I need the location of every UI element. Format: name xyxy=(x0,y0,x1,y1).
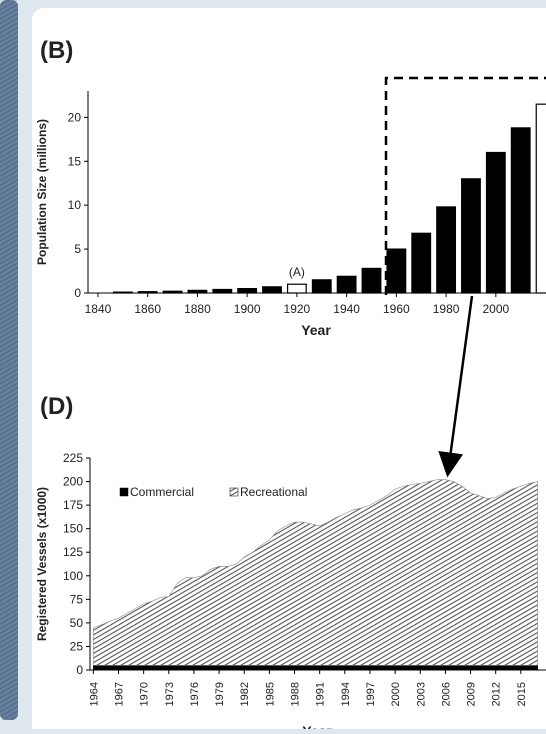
chart-title: (B) xyxy=(40,37,73,64)
x-tick-label: 1960 xyxy=(383,302,410,316)
x-tick-label: 2006 xyxy=(440,682,452,706)
bar xyxy=(237,288,258,294)
x-tick-label: 1976 xyxy=(189,682,201,706)
x-tick-label: 1860 xyxy=(134,302,161,316)
y-tick-label: 0 xyxy=(76,663,83,677)
x-tick-label: 2015 xyxy=(516,682,528,706)
x-tick-label: 1840 xyxy=(85,302,112,316)
x-tick-label: 1979 xyxy=(214,682,226,706)
side-texture xyxy=(0,0,18,720)
y-tick-label: 225 xyxy=(63,451,83,465)
x-tick-label: 2000 xyxy=(390,682,402,706)
y-tick-label: 150 xyxy=(63,522,83,536)
legend-swatch xyxy=(229,487,239,497)
bar xyxy=(311,279,332,294)
x-tick-label: 1973 xyxy=(164,682,176,706)
y-tick-label: 5 xyxy=(74,242,81,256)
y-axis-label: Population Size (millions) xyxy=(35,119,49,265)
x-tick-label: 1900 xyxy=(234,302,261,316)
bar xyxy=(411,232,432,294)
x-tick-label: 1985 xyxy=(264,682,276,706)
x-tick-label: 2012 xyxy=(491,682,503,706)
bar xyxy=(510,127,531,294)
x-tick-label: 2009 xyxy=(466,682,478,706)
legend-swatch xyxy=(119,487,129,497)
x-tick-label: 2003 xyxy=(415,682,427,706)
bar xyxy=(386,248,407,294)
y-tick-label: 20 xyxy=(68,110,82,124)
x-tick-label: 1980 xyxy=(433,302,460,316)
y-tick-label: 15 xyxy=(68,154,82,168)
x-tick-label: 1880 xyxy=(184,302,211,316)
bar xyxy=(461,178,481,294)
y-tick-label: 75 xyxy=(70,592,84,606)
legend-label: Commercial xyxy=(130,485,194,499)
charts: (B) (A) 0 5 10 15 20 1840 1860 1880 1900 1920 1940 19… xyxy=(35,37,546,734)
bar xyxy=(286,283,307,294)
x-tick-label: 1940 xyxy=(333,302,360,316)
x-tick-label: 1988 xyxy=(290,682,302,706)
bar xyxy=(336,275,357,294)
x-tick-label: 2000 xyxy=(482,302,509,316)
y-tick-label: 125 xyxy=(63,545,83,559)
y-tick-label: 175 xyxy=(63,498,83,512)
bar xyxy=(535,103,546,294)
legend-label: Recreational xyxy=(240,485,307,499)
arrow xyxy=(438,295,474,478)
x-tick-label: 1970 xyxy=(139,682,151,706)
x-tick-label: 1982 xyxy=(239,682,251,706)
annotation: (A) xyxy=(289,265,305,279)
area xyxy=(93,479,538,666)
y-tick-label: 25 xyxy=(70,639,84,653)
x-tick-label: 1994 xyxy=(340,682,352,706)
bar xyxy=(436,206,457,294)
bar xyxy=(361,267,382,294)
zoom-box xyxy=(384,76,546,295)
chart-title: (D) xyxy=(40,393,73,420)
x-tick-label: 1997 xyxy=(365,682,377,706)
x-axis-label: Year xyxy=(301,322,331,338)
x-tick-label: 1967 xyxy=(114,682,126,706)
area xyxy=(93,664,538,671)
y-axis-label: Registered Vessels (x1000) xyxy=(35,487,49,641)
y-tick-label: 10 xyxy=(68,198,82,212)
y-tick-label: 200 xyxy=(63,475,83,489)
x-tick-label: 1920 xyxy=(284,302,311,316)
bar xyxy=(262,286,282,294)
x-axis-label: Year xyxy=(302,723,332,729)
y-tick-label: 100 xyxy=(63,569,83,583)
x-tick-label: 1964 xyxy=(88,682,100,706)
bar xyxy=(485,151,506,294)
x-tick-label: 1991 xyxy=(315,682,327,706)
bar xyxy=(212,288,233,294)
y-tick-label: 0 xyxy=(74,286,81,300)
y-tick-label: 50 xyxy=(70,616,84,630)
